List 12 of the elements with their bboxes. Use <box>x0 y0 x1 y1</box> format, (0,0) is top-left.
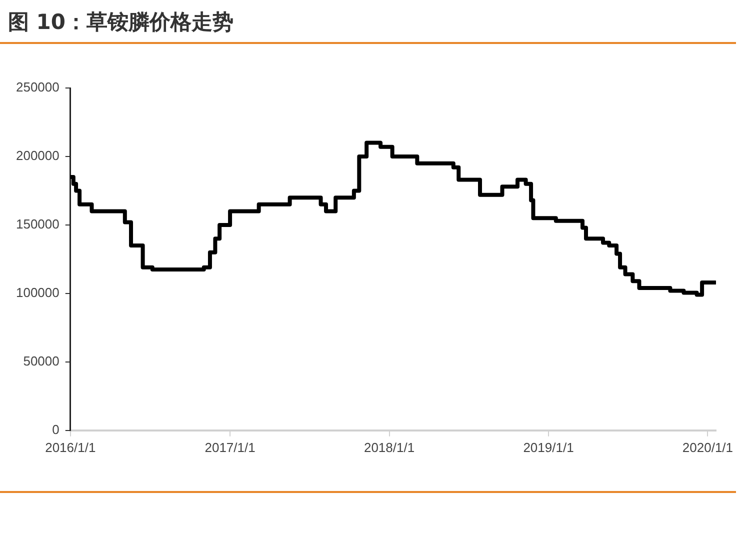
y-tick-label: 100000 <box>16 285 60 300</box>
y-tick-label: 0 <box>52 422 60 437</box>
x-tick-label: 2016/1/1 <box>45 440 96 455</box>
x-tick-label: 2017/1/1 <box>204 440 256 455</box>
chart-title: 图 10：草铵膦价格走势 <box>0 0 736 44</box>
x-tick-label: 2019/1/1 <box>523 440 574 455</box>
x-tick-label: 2018/1/1 <box>364 440 415 455</box>
y-tick-label: 50000 <box>23 354 60 368</box>
y-tick-label: 200000 <box>16 148 60 164</box>
y-tick-label: 150000 <box>16 216 60 232</box>
y-tick-label: 250000 <box>16 80 60 95</box>
x-tick-label: 2020/1/1 <box>682 440 734 455</box>
